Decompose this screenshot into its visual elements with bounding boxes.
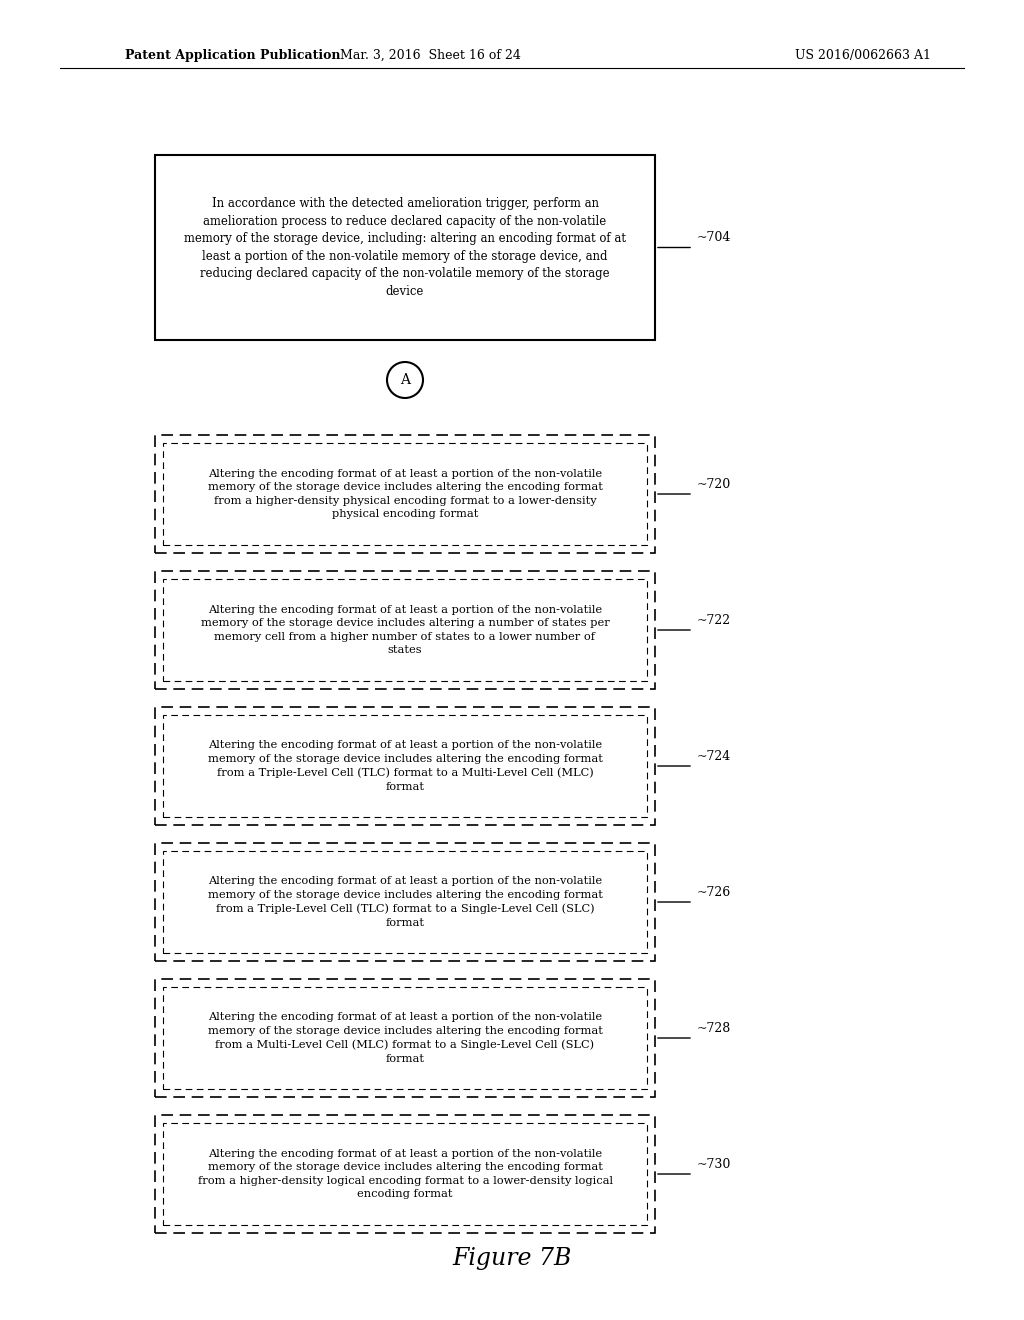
Text: Figure 7B: Figure 7B: [453, 1246, 571, 1270]
Text: Altering the encoding format of at least a portion of the non-volatile
memory of: Altering the encoding format of at least…: [208, 469, 602, 519]
Text: Mar. 3, 2016  Sheet 16 of 24: Mar. 3, 2016 Sheet 16 of 24: [340, 49, 520, 62]
Text: Altering the encoding format of at least a portion of the non-volatile
memory of: Altering the encoding format of at least…: [208, 1012, 602, 1064]
Bar: [163, 987, 647, 1089]
Text: In accordance with the detected amelioration trigger, perform an
amelioration pr: In accordance with the detected ameliora…: [184, 197, 626, 298]
Text: Patent Application Publication: Patent Application Publication: [125, 49, 341, 62]
Bar: [163, 579, 647, 681]
Text: Altering the encoding format of at least a portion of the non-volatile
memory of: Altering the encoding format of at least…: [201, 605, 609, 656]
Bar: [155, 979, 655, 1097]
Text: ~730: ~730: [697, 1158, 731, 1171]
Text: Altering the encoding format of at least a portion of the non-volatile
memory of: Altering the encoding format of at least…: [208, 876, 602, 928]
Bar: [155, 436, 655, 553]
Circle shape: [387, 362, 423, 399]
Bar: [155, 843, 655, 961]
Text: Altering the encoding format of at least a portion of the non-volatile
memory of: Altering the encoding format of at least…: [198, 1148, 612, 1200]
Text: ~722: ~722: [697, 614, 731, 627]
Text: A: A: [400, 374, 410, 387]
Text: ~724: ~724: [697, 750, 731, 763]
Text: ~720: ~720: [697, 478, 731, 491]
Text: ~704: ~704: [697, 231, 731, 244]
Bar: [155, 154, 655, 341]
Bar: [163, 715, 647, 817]
Bar: [155, 572, 655, 689]
Text: ~726: ~726: [697, 886, 731, 899]
Bar: [163, 851, 647, 953]
Text: Altering the encoding format of at least a portion of the non-volatile
memory of: Altering the encoding format of at least…: [208, 741, 602, 792]
Bar: [155, 708, 655, 825]
Bar: [163, 444, 647, 545]
Text: US 2016/0062663 A1: US 2016/0062663 A1: [795, 49, 931, 62]
Bar: [163, 1123, 647, 1225]
Text: ~728: ~728: [697, 1022, 731, 1035]
Bar: [155, 1115, 655, 1233]
